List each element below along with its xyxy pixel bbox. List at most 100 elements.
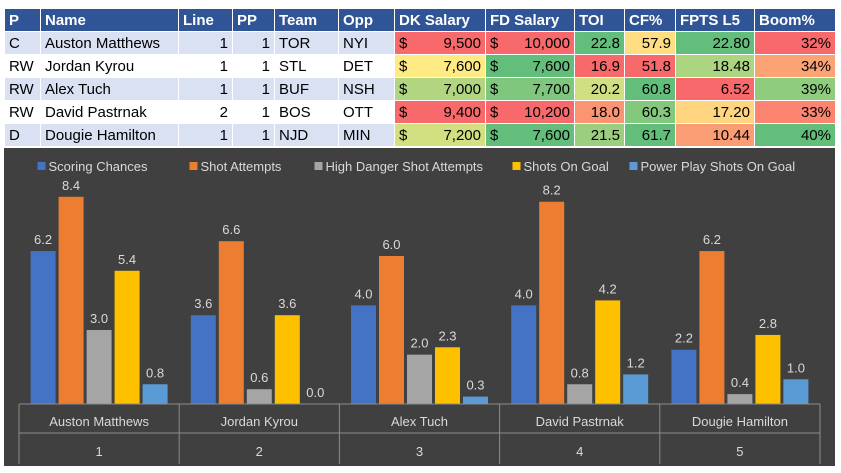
cell-team[interactable]: STL [274, 54, 339, 78]
currency-symbol: $ [490, 34, 499, 52]
data-label: 2.3 [438, 328, 456, 343]
legend-swatch [629, 162, 638, 170]
data-label: 8.4 [62, 178, 80, 193]
salary-value: 7,600 [532, 57, 570, 75]
cell-toi[interactable]: 22.8 [574, 31, 625, 55]
cell-opp[interactable]: DET [338, 54, 395, 78]
header-team[interactable]: Team [274, 8, 339, 32]
cell-dk-salary[interactable]: $7,000 [394, 77, 486, 101]
cell-pp[interactable]: 1 [232, 77, 275, 101]
cell-line[interactable]: 1 [178, 31, 233, 55]
header-fd-salary[interactable]: FD Salary [485, 8, 575, 32]
legend-swatch [512, 162, 521, 170]
cell-fpts-l5[interactable]: 10.44 [675, 123, 755, 147]
cell-boom-pct[interactable]: 40% [754, 123, 836, 147]
header-cf-pct[interactable]: CF% [624, 8, 676, 32]
table-row[interactable]: RW Alex Tuch 1 1 BUF NSH $7,000 $7,700 20.2 60.8 6… [4, 77, 836, 101]
bar [435, 347, 460, 404]
cell-position[interactable]: C [4, 31, 41, 55]
cell-fd-salary[interactable]: $7,700 [485, 77, 575, 101]
cell-line[interactable]: 2 [178, 100, 233, 124]
cell-fpts-l5[interactable]: 17.20 [675, 100, 755, 124]
header-toi[interactable]: TOI [574, 8, 625, 32]
cell-boom-pct[interactable]: 34% [754, 54, 836, 78]
data-label: 3.6 [194, 296, 212, 311]
cell-team[interactable]: BOS [274, 100, 339, 124]
cell-line[interactable]: 1 [178, 54, 233, 78]
header-dk-salary[interactable]: DK Salary [394, 8, 486, 32]
cell-line[interactable]: 1 [178, 123, 233, 147]
currency-symbol: $ [399, 126, 408, 144]
header-line[interactable]: Line [178, 8, 233, 32]
cell-position[interactable]: RW [4, 54, 41, 78]
header-pp[interactable]: PP [232, 8, 275, 32]
cell-line[interactable]: 1 [178, 77, 233, 101]
header-position[interactable]: P [4, 8, 41, 32]
cell-position[interactable]: RW [4, 77, 41, 101]
legend-label: Power Play Shots On Goal [641, 159, 796, 174]
cell-position[interactable]: D [4, 123, 41, 147]
cell-opp[interactable]: NSH [338, 77, 395, 101]
cell-cf-pct[interactable]: 57.9 [624, 31, 676, 55]
cell-toi[interactable]: 16.9 [574, 54, 625, 78]
header-fpts-l5[interactable]: FPTS L5 [675, 8, 755, 32]
salary-value: 7,000 [443, 80, 481, 98]
cell-team[interactable]: BUF [274, 77, 339, 101]
cell-fd-salary[interactable]: $10,200 [485, 100, 575, 124]
cell-fd-salary[interactable]: $7,600 [485, 54, 575, 78]
salary-value: 7,600 [443, 57, 481, 75]
cell-toi[interactable]: 18.0 [574, 100, 625, 124]
cell-cf-pct[interactable]: 60.3 [624, 100, 676, 124]
header-boom-pct[interactable]: Boom% [754, 8, 836, 32]
bar [142, 384, 168, 404]
cell-fpts-l5[interactable]: 6.52 [675, 77, 755, 101]
cell-toi[interactable]: 21.5 [574, 123, 625, 147]
cell-pp[interactable]: 1 [232, 31, 275, 55]
bar [114, 270, 140, 404]
data-label: 4.0 [354, 286, 372, 301]
cell-opp[interactable]: OTT [338, 100, 395, 124]
cell-opp[interactable]: NYI [338, 31, 395, 55]
cell-boom-pct[interactable]: 33% [754, 100, 836, 124]
cell-pp[interactable]: 1 [232, 54, 275, 78]
category-label: Alex Tuch [391, 414, 448, 429]
header-opp[interactable]: Opp [338, 8, 395, 32]
cell-fd-salary[interactable]: $10,000 [485, 31, 575, 55]
data-label: 6.0 [382, 237, 400, 252]
cell-fd-salary[interactable]: $7,600 [485, 123, 575, 147]
cell-pp[interactable]: 1 [232, 123, 275, 147]
cell-team[interactable]: TOR [274, 31, 339, 55]
cell-dk-salary[interactable]: $9,400 [394, 100, 486, 124]
header-name[interactable]: Name [40, 8, 179, 32]
cell-boom-pct[interactable]: 39% [754, 77, 836, 101]
cell-cf-pct[interactable]: 51.8 [624, 54, 676, 78]
cell-dk-salary[interactable]: $9,500 [394, 31, 486, 55]
cell-name[interactable]: Jordan Kyrou [40, 54, 179, 78]
cell-name[interactable]: Alex Tuch [40, 77, 179, 101]
cell-name[interactable]: Auston Matthews [40, 31, 179, 55]
cell-dk-salary[interactable]: $7,200 [394, 123, 486, 147]
cell-position[interactable]: RW [4, 100, 41, 124]
cell-name[interactable]: David Pastrnak [40, 100, 179, 124]
cell-fpts-l5[interactable]: 18.48 [675, 54, 755, 78]
cell-fpts-l5[interactable]: 22.80 [675, 31, 755, 55]
bar [727, 394, 753, 404]
cell-team[interactable]: NJD [274, 123, 339, 147]
cell-pp[interactable]: 1 [232, 100, 275, 124]
salary-value: 7,600 [532, 126, 570, 144]
cell-name[interactable]: Dougie Hamilton [40, 123, 179, 147]
table-row[interactable]: C Auston Matthews 1 1 TOR NYI $9,500 $10,000 22.… [4, 31, 836, 55]
category-label: David Pastrnak [536, 414, 625, 429]
table-row[interactable]: RW David Pastrnak 2 1 BOS OTT $9,400 $10,200 18.… [4, 100, 836, 124]
cell-opp[interactable]: MIN [338, 123, 395, 147]
table-row[interactable]: RW Jordan Kyrou 1 1 STL DET $7,600 $7,600 16.9 51… [4, 54, 836, 78]
data-label: 6.6 [222, 222, 240, 237]
cell-toi[interactable]: 20.2 [574, 77, 625, 101]
cell-cf-pct[interactable]: 60.8 [624, 77, 676, 101]
bar [539, 201, 565, 404]
cell-dk-salary[interactable]: $7,600 [394, 54, 486, 78]
table-row[interactable]: D Dougie Hamilton 1 1 NJD MIN $7,200 $7,600 21.5… [4, 123, 836, 147]
table-body: C Auston Matthews 1 1 TOR NYI $9,500 $10,000 22.… [4, 31, 836, 147]
cell-boom-pct[interactable]: 32% [754, 31, 836, 55]
cell-cf-pct[interactable]: 61.7 [624, 123, 676, 147]
